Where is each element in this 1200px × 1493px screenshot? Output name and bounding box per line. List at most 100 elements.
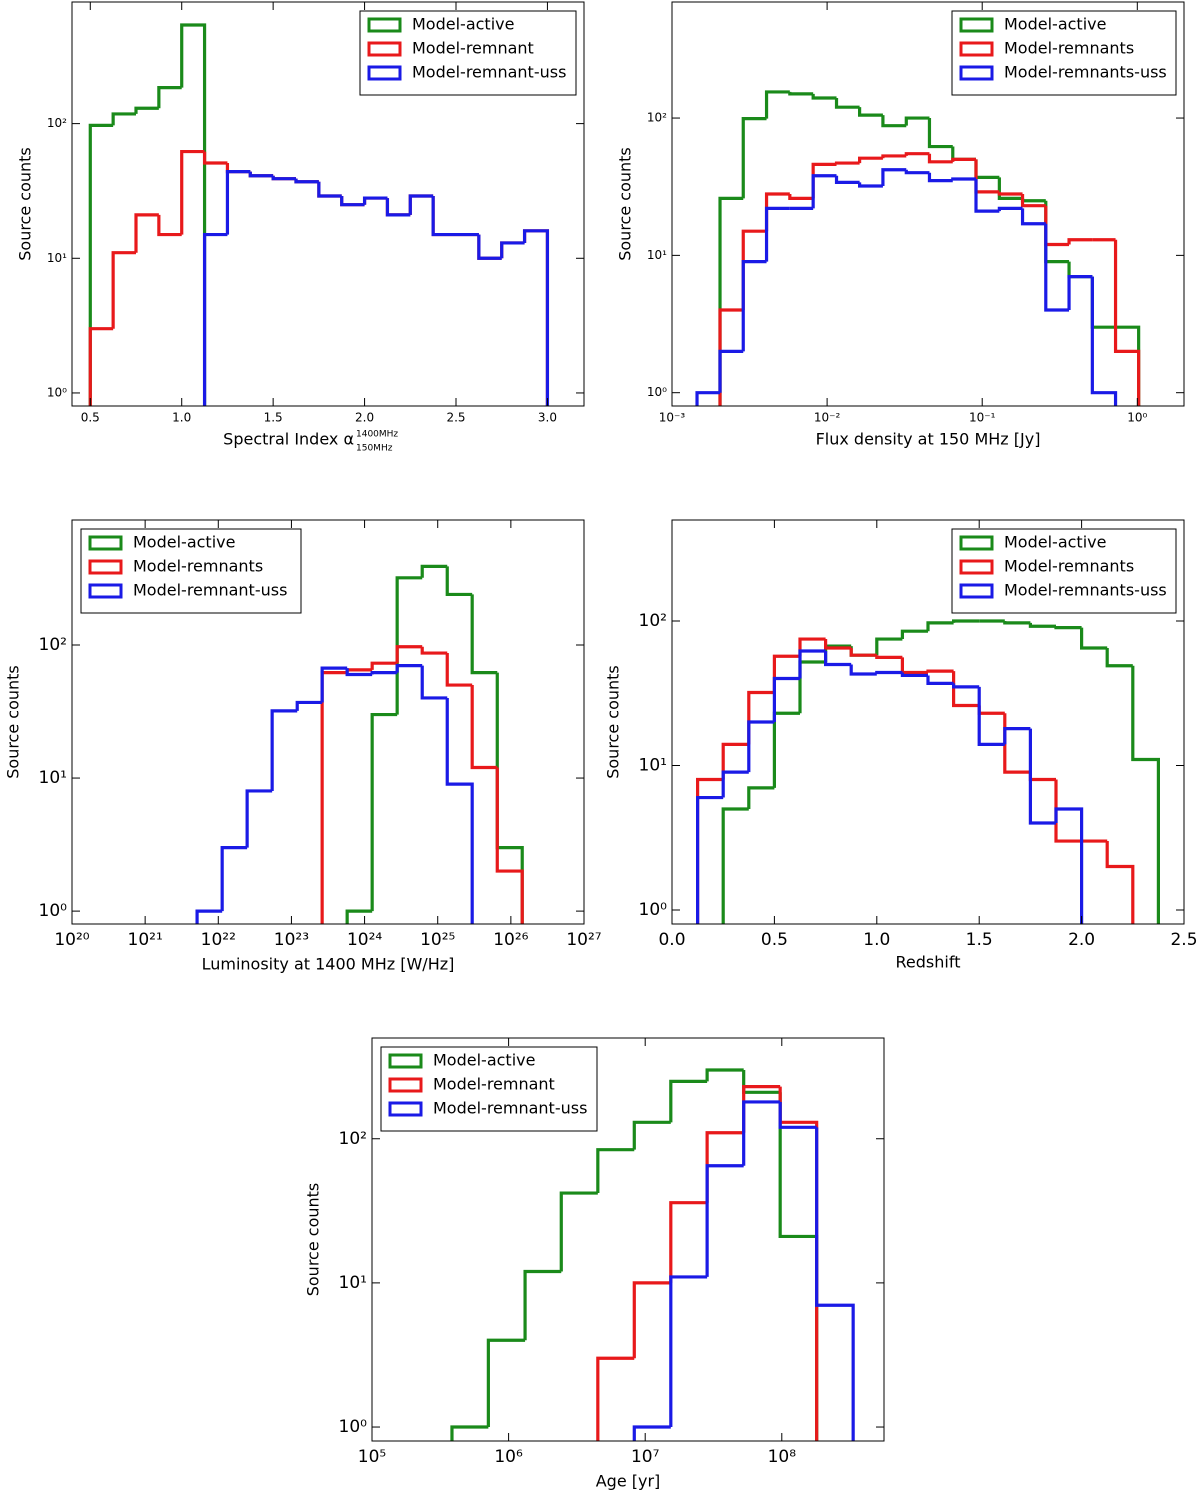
x-tick-label: 10²⁰	[54, 930, 89, 950]
legend-swatch	[959, 535, 994, 551]
y-tick-label: 10²	[639, 611, 667, 631]
histogram-step	[1115, 325, 1141, 406]
histogram-step	[370, 661, 398, 670]
legend-label: Model-remnant-uss	[133, 581, 287, 600]
histogram-step	[881, 154, 907, 159]
histogram-step	[772, 654, 800, 693]
x-tick-label: 10²¹	[128, 930, 163, 950]
histogram-step	[111, 112, 136, 126]
x-tick-label: 1.0	[172, 411, 191, 425]
x-axis-label: Spectral Index α	[223, 430, 354, 449]
x-tick-label: 10⁻³	[659, 411, 686, 425]
histogram-step	[320, 666, 348, 703]
legend-box	[951, 528, 1177, 614]
histogram-step	[669, 1201, 708, 1283]
histogram-step	[1105, 648, 1133, 668]
histogram-step	[450, 1425, 489, 1441]
histogram-step	[1080, 627, 1108, 650]
histogram-step	[271, 175, 296, 181]
histogram-step	[408, 194, 434, 215]
histogram-step	[741, 117, 767, 199]
histogram-step	[370, 712, 398, 912]
histogram-step	[747, 786, 775, 809]
x-axis-label-sup: 1400MHz	[356, 430, 398, 440]
legend-box	[80, 528, 302, 614]
legend-label: Model-remnant-uss	[433, 1099, 587, 1118]
histogram-step	[317, 181, 342, 198]
histogram-step	[431, 196, 456, 237]
legend-label: Model-active	[1004, 15, 1106, 34]
legend-swatch	[959, 17, 994, 33]
histogram-step	[362, 196, 388, 205]
x-tick-label: 10²⁷	[566, 930, 601, 950]
histogram-step	[88, 327, 114, 406]
y-tick-label: 10¹	[639, 755, 667, 775]
histogram-step	[1054, 626, 1082, 630]
y-axis-label: Source counts	[4, 665, 23, 779]
histogram-step	[477, 234, 502, 260]
histogram-step	[788, 193, 814, 200]
histogram-step	[798, 649, 826, 679]
histogram-step	[974, 159, 1000, 194]
legend-swatch	[388, 1053, 423, 1069]
histogram-step	[904, 169, 930, 175]
histogram-step	[977, 686, 1005, 746]
histogram-step	[470, 594, 498, 675]
x-tick-label: 0.0	[658, 930, 685, 950]
histogram-step	[345, 668, 373, 673]
histogram-step	[926, 675, 954, 685]
plot-frame	[71, 1, 585, 407]
histogram-step	[470, 685, 498, 770]
histogram-step	[522, 229, 550, 406]
histogram-step	[900, 657, 928, 675]
histogram-step	[445, 566, 473, 597]
histogram-step	[220, 846, 248, 912]
histogram-step	[270, 709, 298, 791]
histogram-step	[632, 1120, 671, 1150]
histogram-step	[778, 1086, 819, 1441]
x-tick-label: 10²⁵	[420, 930, 455, 950]
histogram-step	[1020, 208, 1046, 226]
histogram-step	[320, 671, 348, 924]
histogram-step	[180, 149, 205, 235]
histogram-step	[849, 648, 877, 657]
legend-swatch	[959, 583, 994, 599]
y-tick-label: 10¹	[47, 251, 67, 265]
histogram-step	[811, 93, 837, 100]
histogram-step	[858, 156, 883, 164]
x-tick-label: 2.0	[1068, 930, 1095, 950]
x-tick-label: 10⁰	[1127, 411, 1147, 425]
histogram-step	[824, 650, 852, 667]
histogram-step	[705, 1164, 744, 1277]
histogram-step	[858, 182, 883, 188]
histogram-step	[834, 161, 860, 165]
legend-swatch	[367, 41, 402, 57]
histogram-step	[741, 260, 767, 352]
histogram-step	[202, 232, 228, 406]
legend-label: Model-active	[1004, 533, 1106, 552]
histogram-step	[926, 621, 954, 632]
x-tick-label: 1.0	[863, 930, 890, 950]
histogram-step	[834, 97, 860, 109]
legend-label: Model-remnants	[1004, 557, 1134, 576]
histogram-step	[927, 172, 953, 183]
histogram-step	[881, 115, 907, 128]
histogram-step	[1028, 622, 1056, 628]
legend-label: Model-remnant	[412, 39, 534, 58]
histogram-step	[495, 672, 524, 924]
histogram-step	[596, 1148, 635, 1194]
legend-label: Model-remnants	[133, 557, 263, 576]
histogram-step	[1067, 238, 1093, 245]
histogram-step	[495, 767, 524, 924]
histogram-step	[815, 1127, 855, 1441]
histogram-step	[522, 229, 550, 406]
x-axis-label: Redshift	[896, 953, 961, 972]
histogram-step	[523, 1269, 562, 1341]
histogram-step	[1113, 239, 1141, 406]
y-tick-label: 10⁰	[39, 901, 68, 921]
histogram-step	[477, 234, 502, 260]
histogram-step	[1020, 193, 1046, 208]
histogram-step	[1044, 205, 1070, 247]
histogram-step	[881, 168, 907, 187]
legend-swatch	[959, 65, 994, 81]
